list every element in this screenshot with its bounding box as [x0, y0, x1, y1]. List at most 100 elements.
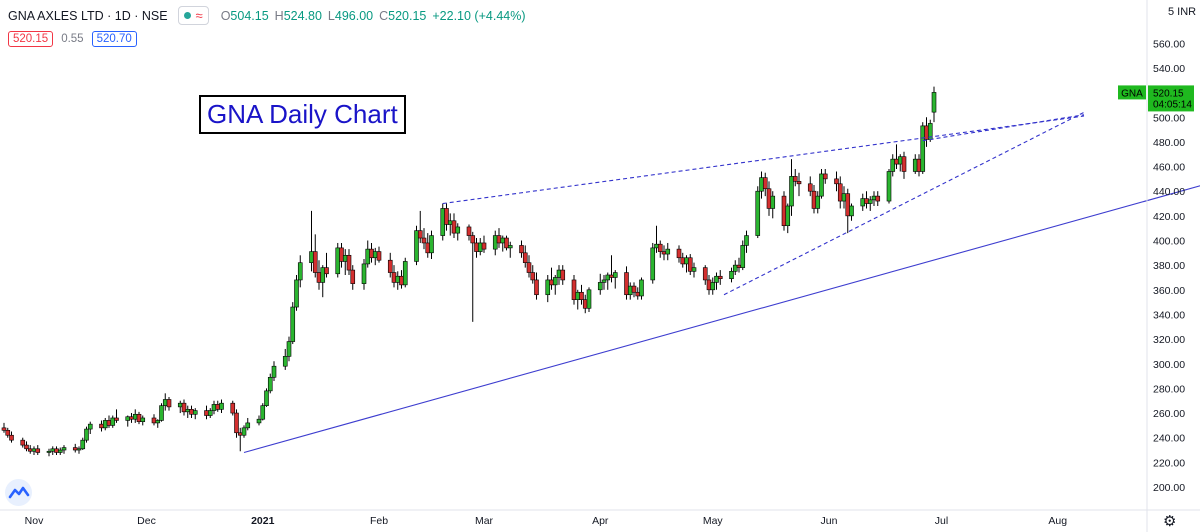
candle-body-down — [610, 275, 614, 277]
candle-body-down — [482, 243, 486, 249]
candle-body-up — [711, 282, 715, 289]
candle-body-down — [737, 265, 741, 267]
time-tick-label: Feb — [370, 515, 388, 527]
candle-body-down — [2, 428, 6, 430]
candle-body-down — [325, 268, 329, 274]
candle-body-down — [21, 440, 25, 445]
candle-body-up — [32, 449, 36, 451]
time-tick-label: Jul — [935, 515, 948, 527]
price-tag-value: 520.15 — [1153, 88, 1184, 99]
candle-body-up — [448, 221, 452, 225]
candle-body-up — [193, 411, 197, 415]
candle-body-down — [823, 174, 827, 179]
candle-body-down — [520, 245, 524, 252]
chart-title-annotation[interactable]: GNA Daily Chart — [199, 95, 406, 134]
candle-body-up — [58, 450, 62, 452]
price-tick-label: 300.00 — [1153, 359, 1185, 371]
candle-body-up — [257, 419, 261, 423]
candle-body-down — [662, 252, 666, 254]
time-tick-label: Nov — [25, 515, 44, 527]
bid-button[interactable]: 520.15 — [8, 31, 53, 47]
candle — [441, 204, 445, 241]
candle-body-down — [876, 196, 880, 201]
candle-body-down — [681, 258, 685, 264]
change-value: +22.10 (+4.44%) — [432, 9, 525, 23]
candle-body-down — [535, 280, 539, 295]
candle-body-up — [501, 238, 505, 243]
market-status-pill[interactable]: ≈ — [178, 6, 209, 25]
time-tick-label: Apr — [592, 515, 609, 527]
candle-body-down — [73, 448, 77, 450]
candle-body-up — [745, 236, 749, 246]
candle-body-down — [317, 273, 321, 283]
close-value: 520.15 — [388, 9, 426, 23]
price-tick-label: 380.00 — [1153, 260, 1185, 272]
candle-body-down — [808, 184, 812, 191]
candle-body-up — [291, 307, 295, 342]
candle-body-up — [343, 255, 347, 261]
candle — [756, 186, 760, 238]
candle-body-up — [178, 403, 182, 407]
candle-body-down — [838, 184, 842, 201]
candle-body-down — [550, 280, 554, 285]
currency-label[interactable]: 5 INR — [1168, 6, 1196, 18]
candle — [160, 403, 164, 421]
candle-body-up — [651, 248, 655, 280]
price-tick-label: 540.00 — [1153, 63, 1185, 75]
candle-body-down — [190, 409, 194, 414]
candle-body-up — [133, 414, 137, 419]
candle-body-up — [760, 178, 764, 192]
candle-body-up — [508, 245, 512, 247]
candle-body-down — [625, 273, 629, 295]
time-tick-label: Mar — [475, 515, 494, 527]
candle — [921, 122, 925, 174]
candle-body-up — [403, 261, 407, 284]
candle-body-down — [475, 243, 479, 252]
candle-body-down — [388, 260, 392, 272]
candle-body-down — [452, 221, 456, 233]
candle-body-down — [812, 191, 816, 208]
candle-body-up — [921, 126, 925, 172]
open-value: 504.15 — [230, 9, 268, 23]
candle-body-up — [602, 280, 606, 282]
candle-body-up — [212, 404, 216, 410]
symbol-title[interactable]: GNA AXLES LTD · 1D · NSE — [8, 9, 168, 23]
candle — [782, 191, 786, 230]
candle-body-down — [6, 430, 10, 435]
candle — [505, 236, 509, 251]
candle-body-up — [557, 270, 561, 277]
candle-body-up — [272, 366, 276, 377]
ask-button[interactable]: 520.70 — [92, 31, 137, 47]
candle — [587, 287, 591, 312]
high-label: H — [275, 9, 284, 23]
candle-body-up — [493, 236, 497, 250]
candle-body-up — [733, 265, 737, 271]
price-tick-label: 340.00 — [1153, 309, 1185, 321]
gear-icon[interactable]: ⚙ — [1163, 512, 1176, 530]
candle-body-down — [100, 424, 104, 428]
candle-body-down — [137, 414, 141, 421]
candle-body-up — [265, 391, 269, 406]
candle-body-up — [85, 429, 89, 440]
candle-body-up — [441, 208, 445, 235]
candle-body-up — [898, 157, 902, 164]
candle — [85, 427, 89, 443]
candle-body-up — [606, 275, 610, 280]
candle-body-up — [141, 418, 145, 422]
candle-body-down — [400, 276, 404, 285]
candle-body-down — [763, 178, 767, 189]
candle-body-down — [471, 236, 475, 243]
candle-body-down — [767, 189, 771, 209]
price-tick-label: 420.00 — [1153, 211, 1185, 223]
low-value: 496.00 — [335, 9, 373, 23]
candle-body-up — [62, 448, 66, 450]
candle-body-up — [111, 418, 115, 425]
candle-body-up — [310, 252, 314, 263]
candle-body-up — [842, 194, 846, 201]
candle-body-up — [298, 263, 302, 280]
high-value: 524.80 — [284, 9, 322, 23]
candle-body-up — [47, 451, 51, 452]
tradingview-logo-icon[interactable] — [5, 479, 32, 506]
price-tick-label: 260.00 — [1153, 408, 1185, 420]
